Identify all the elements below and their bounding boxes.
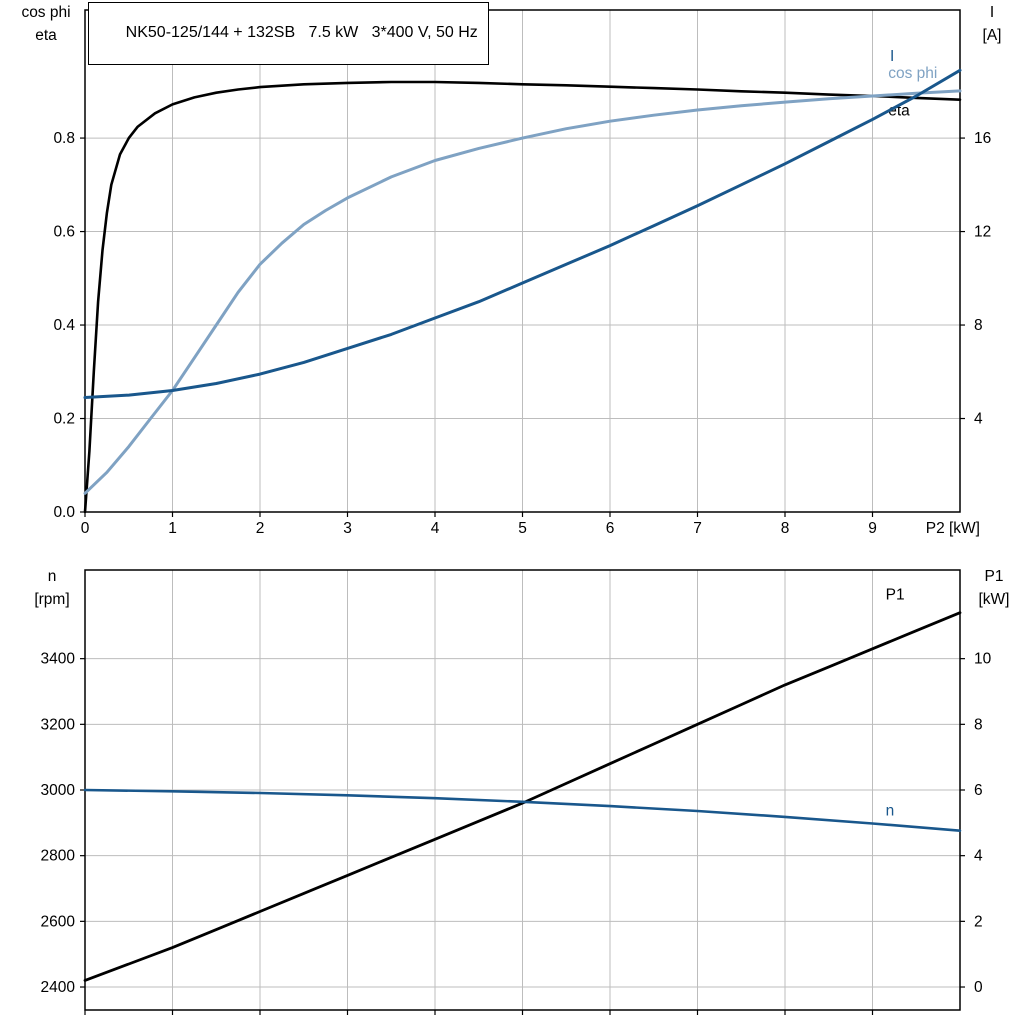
left-tick-label: 3400	[41, 651, 76, 668]
right-axis-title: [kW]	[979, 591, 1010, 608]
right-tick-label: 4	[974, 848, 983, 865]
series-p1-label: P1	[886, 587, 905, 604]
series-eta-curve	[83, 80, 962, 514]
series-cos-phi-curve	[83, 89, 962, 495]
left-tick-label: 0.8	[53, 130, 75, 147]
top-chart: 0 1 2 3 4 5 6 7 8 9 0.0 0.2 0.4 0.6 0.8 4 8 12 16 P2 [kW] co…	[21, 2, 1001, 537]
right-axis-title: I	[990, 4, 994, 21]
left-axis-title: cos phi	[21, 4, 70, 21]
right-tick-label: 8	[974, 716, 983, 733]
gridlines	[85, 570, 960, 1010]
axis-titles: cos phi eta I [A]	[21, 4, 1001, 44]
right-tick-label: 10	[974, 651, 992, 668]
left-tick-label: 3000	[41, 782, 76, 799]
left-tick-label: 2600	[41, 913, 76, 930]
left-tick-label: 0.4	[53, 317, 75, 334]
left-axis-title: eta	[35, 27, 57, 44]
right-tick-label: 16	[974, 130, 991, 147]
x-axis-label: P2 [kW]	[926, 520, 980, 537]
left-tick-label: 3200	[41, 716, 76, 733]
x-tick-label: 7	[693, 520, 702, 537]
bottom-chart-canvas: 2400 2600 2800 3000 3200 3400 0 2 4 6 8 10 n [rpm] P1 […	[34, 568, 1010, 1015]
left-axis-title: [rpm]	[34, 591, 69, 608]
left-tick-label: 2400	[41, 979, 76, 996]
chart-title-box: NK50-125/144 + 132SB 7.5 kW 3*400 V, 50 …	[88, 2, 489, 65]
x-tick-label: 3	[343, 520, 352, 537]
x-tick-label: 0	[81, 520, 90, 537]
right-axis-title: P1	[985, 568, 1004, 585]
right-tick-label: 12	[974, 224, 991, 241]
series-n-label: n	[886, 803, 895, 820]
right-tick-label: 2	[974, 913, 983, 930]
left-tick-label: 0.2	[53, 411, 75, 428]
series-i-curve	[83, 68, 962, 399]
right-tick-label: 8	[974, 317, 983, 334]
right-axis-title: [A]	[983, 27, 1002, 44]
x-tick-label: 9	[868, 520, 877, 537]
series-n-curve	[83, 788, 962, 833]
right-tick-label: 6	[974, 782, 983, 799]
right-tick-label: 0	[974, 979, 983, 996]
series-i-label: I	[890, 48, 894, 65]
x-tick-label: 4	[431, 520, 440, 537]
x-tick-label: 2	[256, 520, 265, 537]
tick-labels: 2400 2600 2800 3000 3200 3400 0 2 4 6 8 10	[41, 651, 992, 996]
x-tick-label: 8	[781, 520, 790, 537]
x-tick-label: 5	[518, 520, 527, 537]
series-cos-phi-label: cos phi	[888, 65, 937, 82]
chart-title: NK50-125/144 + 132SB 7.5 kW 3*400 V, 50 …	[125, 24, 478, 41]
x-tick-label: 6	[606, 520, 615, 537]
left-tick-label: 0.6	[53, 224, 75, 241]
x-tick-label: 1	[168, 520, 177, 537]
left-axis-title: n	[48, 568, 57, 585]
axis-titles: n [rpm] P1 [kW]	[34, 568, 1009, 608]
right-tick-label: 4	[974, 411, 983, 428]
left-tick-label: 0.0	[53, 504, 75, 521]
axis-ticks	[80, 658, 965, 1015]
bottom-chart: 2400 2600 2800 3000 3200 3400 0 2 4 6 8 10 n [rpm] P1 […	[0, 555, 1024, 1024]
axis-ticks	[80, 137, 965, 517]
left-tick-label: 2800	[41, 848, 76, 865]
